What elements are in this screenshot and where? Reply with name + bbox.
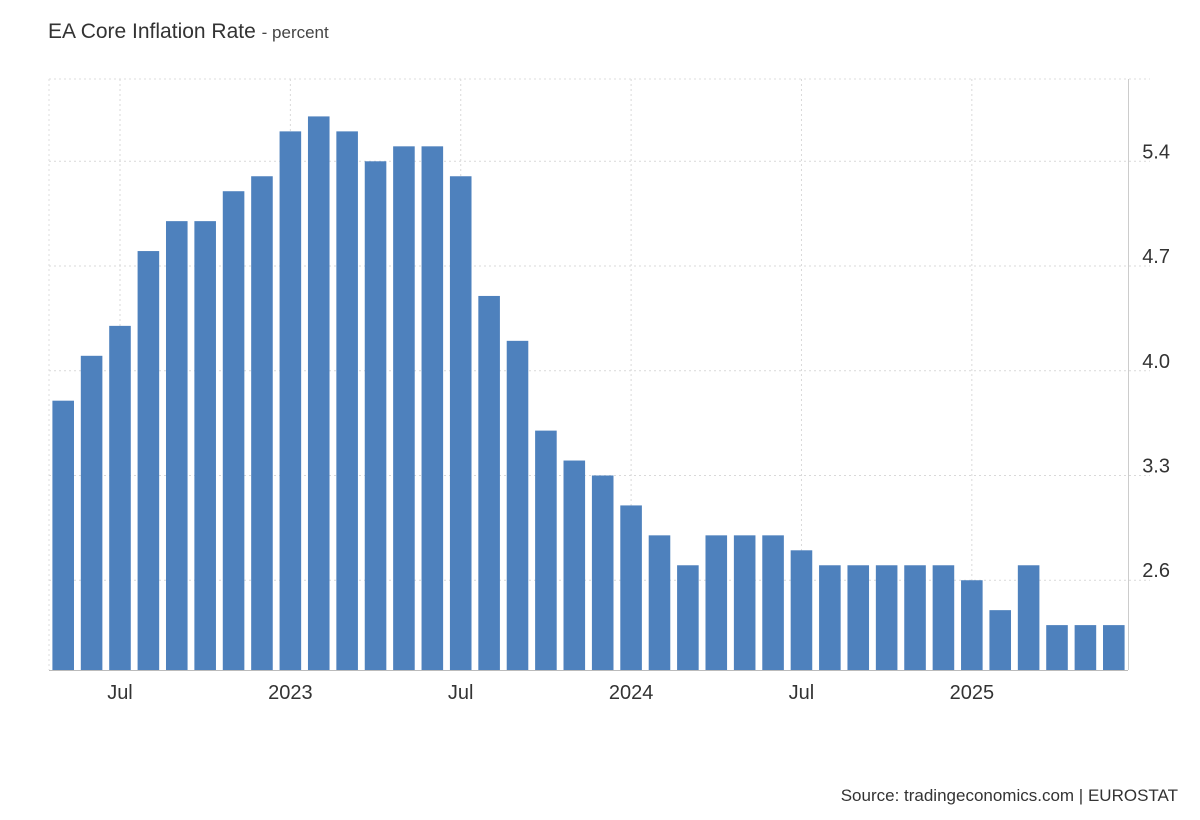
bar[interactable]	[194, 221, 216, 670]
bar[interactable]	[364, 161, 387, 671]
bar[interactable]	[932, 565, 955, 670]
bar[interactable]	[648, 535, 671, 670]
x-axis-labels: Jul 2023 Jul 2024 Jul 2025	[107, 682, 994, 704]
bar[interactable]	[336, 131, 358, 670]
bar[interactable]	[563, 460, 586, 670]
bar[interactable]	[165, 221, 188, 670]
x-tick-label: Jul	[448, 682, 474, 704]
bar[interactable]	[449, 176, 472, 670]
bar[interactable]	[847, 565, 870, 670]
y-tick-label: 3.3	[1142, 455, 1170, 477]
bar[interactable]	[1074, 625, 1097, 670]
bar[interactable]	[535, 430, 557, 670]
bar[interactable]	[819, 565, 841, 670]
y-tick-label: 4.0	[1142, 351, 1170, 373]
bars	[52, 116, 1125, 671]
bar[interactable]	[393, 146, 415, 670]
bar[interactable]	[109, 325, 131, 670]
x-tick-label: 2025	[950, 682, 995, 704]
bar[interactable]	[421, 146, 444, 670]
chart-subtitle-text: percent	[272, 23, 329, 42]
axes	[49, 79, 1129, 671]
bar[interactable]	[762, 535, 784, 670]
bar[interactable]	[137, 251, 160, 670]
x-tick-label: 2024	[609, 682, 654, 704]
bar[interactable]	[52, 400, 74, 670]
chart-subtitle: - percent	[261, 23, 329, 42]
x-tick-label: Jul	[107, 682, 133, 704]
bar[interactable]	[251, 176, 273, 670]
bar[interactable]	[904, 565, 926, 670]
bar[interactable]	[506, 340, 529, 670]
bar[interactable]	[1103, 625, 1125, 670]
chart-title: EA Core Inflation Rate - percent	[48, 20, 329, 44]
bar[interactable]	[1017, 565, 1040, 670]
bar[interactable]	[80, 355, 103, 670]
bar[interactable]	[222, 191, 245, 670]
bar[interactable]	[875, 565, 898, 670]
y-tick-label: 2.6	[1142, 560, 1170, 582]
bar[interactable]	[620, 505, 642, 670]
bar[interactable]	[961, 580, 983, 670]
bar[interactable]	[1046, 625, 1068, 670]
chart-title-main: EA Core Inflation Rate	[48, 20, 256, 43]
bar[interactable]	[733, 535, 756, 670]
x-tick-label: 2023	[268, 682, 313, 704]
bar[interactable]	[478, 295, 500, 670]
bar[interactable]	[989, 610, 1012, 670]
x-tick-label: Jul	[789, 682, 815, 704]
bar[interactable]	[591, 475, 614, 670]
bar[interactable]	[279, 131, 302, 670]
y-tick-label: 4.7	[1142, 246, 1170, 268]
y-axis-labels: 2.6 3.3 4.0 4.7 5.4	[1142, 141, 1170, 582]
source-note: Source: tradingeconomics.com | EUROSTAT	[840, 786, 1178, 805]
bar[interactable]	[307, 116, 330, 670]
y-tick-label: 5.4	[1142, 141, 1170, 163]
bar[interactable]	[705, 535, 728, 670]
bar[interactable]	[790, 550, 813, 670]
bar[interactable]	[677, 565, 699, 670]
